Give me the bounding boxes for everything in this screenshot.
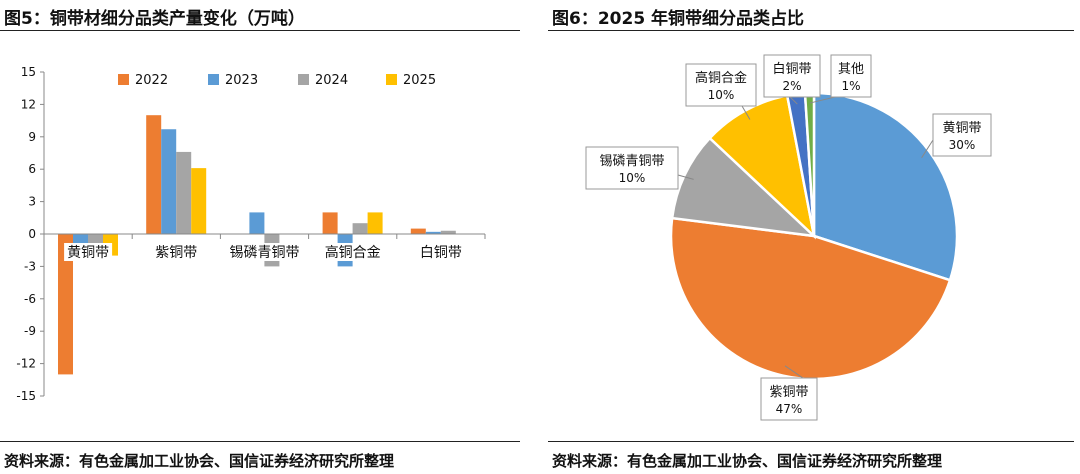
callout-box [685,63,757,107]
source-rule [548,441,1074,442]
bar-2024 [440,230,456,234]
bar-chart-panel: 图5：铜带材细分品类产量变化（万吨） 15 12 9 6 3 0 -3 -6 -9 -12 -15 黄… [0,0,530,474]
source-rule [0,441,520,442]
slice-value-label: 1% [841,79,860,93]
category-label: 高铜合金 [325,244,381,261]
bar-2025 [367,212,383,234]
category-label-bg [152,243,201,261]
y-tick-label: -12 [16,357,36,371]
y-tick-label: -9 [24,324,36,338]
slice-value-label: 2% [782,79,801,93]
leader-line [784,365,804,379]
callout-box [760,377,818,421]
leader-line [677,174,694,180]
bar-2023 [161,129,177,234]
bar-2023 [73,234,88,245]
bar-chart: 15 12 9 6 3 0 -3 -6 -9 -12 -15 黄铜带 紫铜带 锡磷青铜带 高铜合金 白铜带 20… [16,65,486,403]
bar-2025 [191,168,207,234]
callout-box [585,146,679,190]
category-label: 黄铜带 [67,244,109,261]
category-label-bg [321,243,384,261]
slice-value-label: 10% [708,88,735,102]
y-tick-label: 15 [21,65,36,79]
bar-chart-title: 图5：铜带材细分品类产量变化（万吨） [4,9,305,29]
bar-2024 [352,223,368,234]
slice-name-label: 白铜带 [772,61,811,77]
y-tick-label: -15 [16,389,36,403]
legend-label-2024: 2024 [315,73,348,88]
legend-label-2023: 2023 [225,73,258,88]
slice-name-label: 紫铜带 [769,385,808,400]
legend-label-2025: 2025 [403,73,436,88]
leader-line [809,96,836,104]
legend-swatch-2025 [386,74,397,85]
y-tick-label: 12 [21,97,36,111]
bar-2024 [88,234,103,245]
leader-line [789,96,798,105]
bar-2022 [58,234,73,375]
legend-swatch-2022 [118,74,129,85]
pie-chart-source: 资料来源：有色金属加工业协会、国信证券经济研究所整理 [552,452,943,470]
slice-name-label: 其他 [838,62,864,77]
y-tick-label: 6 [28,162,36,176]
bar-2022 [410,228,426,234]
category-label: 白铜带 [420,245,462,261]
y-tick-label: 3 [28,195,36,209]
y-tick-label: -6 [24,292,36,306]
pie-chart-title: 图6：2025 年铜带细分品类占比 [552,9,805,29]
pie-chart: 黄铜带 30% 紫铜带 47% 锡磷青铜带 10% 高铜合金 10% 白铜带 2% 其他 1% [585,54,992,421]
title-rule [0,30,520,31]
legend-label-2022: 2022 [135,73,168,88]
callout-box [932,113,992,157]
pie-slice [669,216,952,381]
bar-2023 [425,231,441,234]
bar-2022 [322,212,338,234]
title-rule [548,30,1074,31]
slice-name-label: 锡磷青铜带 [599,154,664,169]
callout-box [763,54,821,98]
slice-value-label: 10% [619,171,646,185]
y-tick-label: -3 [24,259,36,273]
category-label-bg [226,243,303,261]
legend-swatch-2023 [208,74,219,85]
legend-swatch-2024 [298,74,309,85]
slice-value-label: 30% [949,138,976,152]
slice-name-label: 黄铜带 [942,121,981,136]
callout-box [830,54,872,98]
slice-value-label: 47% [776,402,803,416]
category-label: 紫铜带 [155,245,197,261]
pie-chart-panel: 图6：2025 年铜带细分品类占比 黄铜带 30% 紫铜带 47% 锡磷青铜带 10% 高铜… [548,0,1080,474]
y-tick-label: 9 [28,130,36,144]
pie-slice [670,136,818,238]
leader-line [921,139,934,159]
y-tick-label: 0 [28,227,36,241]
category-label-bg [416,243,465,261]
category-label: 锡磷青铜带 [230,245,300,261]
bar-2023 [249,212,265,234]
bar-2022 [146,115,162,234]
bar-2024 [176,151,192,234]
slice-name-label: 高铜合金 [695,70,747,86]
category-label-bg [64,243,113,261]
leader-line [741,105,751,120]
bar-chart-source: 资料来源：有色金属加工业协会、国信证券经济研究所整理 [4,452,395,470]
